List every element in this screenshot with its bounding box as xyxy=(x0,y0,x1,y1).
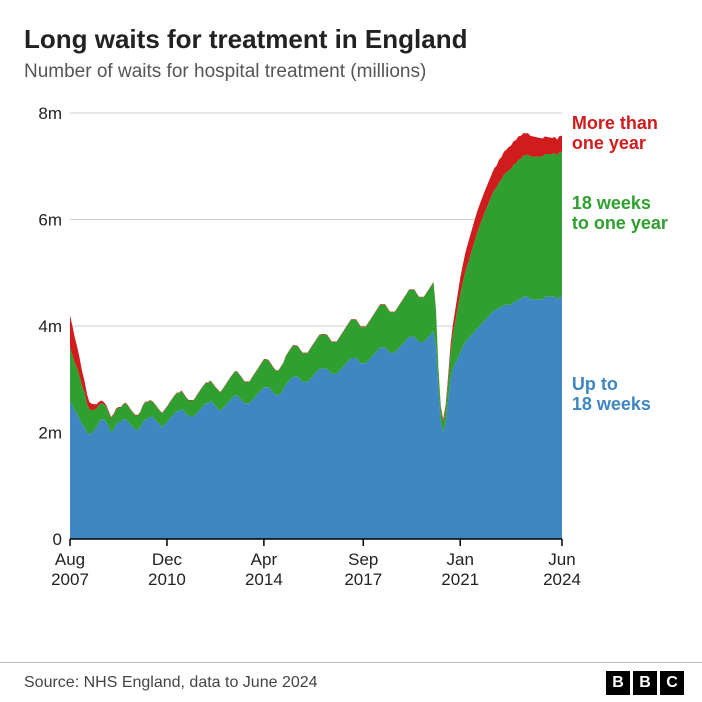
svg-text:Aug: Aug xyxy=(55,550,85,569)
chart-title: Long waits for treatment in England xyxy=(24,24,682,55)
svg-text:2007: 2007 xyxy=(51,570,89,589)
svg-text:18 weeks: 18 weeks xyxy=(572,394,651,414)
svg-text:2010: 2010 xyxy=(148,570,186,589)
svg-text:2024: 2024 xyxy=(543,570,581,589)
chart-subtitle: Number of waits for hospital treatment (… xyxy=(24,61,682,83)
svg-text:Sep: Sep xyxy=(348,550,378,569)
svg-text:0: 0 xyxy=(53,530,62,549)
svg-text:2017: 2017 xyxy=(344,570,382,589)
svg-text:Jun: Jun xyxy=(548,550,575,569)
svg-text:Jan: Jan xyxy=(446,550,473,569)
svg-text:2014: 2014 xyxy=(245,570,283,589)
svg-text:18 weeks: 18 weeks xyxy=(572,193,651,213)
footer: Source: NHS England, data to June 2024 B… xyxy=(0,662,702,702)
svg-text:Up to: Up to xyxy=(572,374,618,394)
svg-text:2021: 2021 xyxy=(441,570,479,589)
svg-text:8m: 8m xyxy=(38,104,62,123)
bbc-logo: B B C xyxy=(606,671,684,695)
svg-text:2m: 2m xyxy=(38,424,62,443)
chart-area: 0 2m 4m 6m 8m Aug2007 Dec2010 Apr2014 Sep2017 Jan… xyxy=(24,101,678,599)
bbc-logo-c: C xyxy=(660,671,684,695)
svg-text:one year: one year xyxy=(572,133,646,153)
svg-text:More than: More than xyxy=(572,113,658,133)
svg-text:4m: 4m xyxy=(38,317,62,336)
svg-text:to one year: to one year xyxy=(572,213,668,233)
bbc-logo-b2: B xyxy=(633,671,657,695)
svg-text:Apr: Apr xyxy=(251,550,278,569)
svg-text:6m: 6m xyxy=(38,211,62,230)
bbc-logo-b1: B xyxy=(606,671,630,695)
svg-text:Dec: Dec xyxy=(152,550,183,569)
source-text: Source: NHS England, data to June 2024 xyxy=(24,674,318,692)
